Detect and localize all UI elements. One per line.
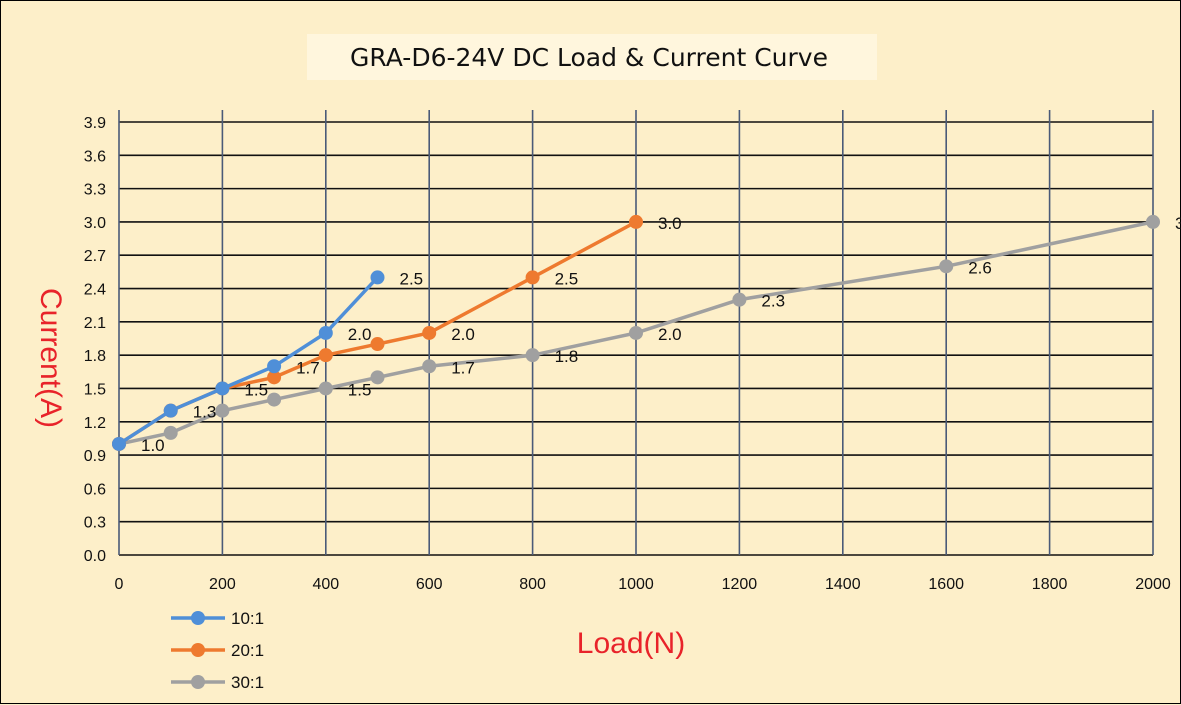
data-label: 1.7	[451, 358, 475, 377]
x-tick-label: 2000	[1135, 576, 1171, 593]
data-point	[267, 359, 282, 374]
data-label: 2.0	[348, 325, 372, 344]
data-label: 3.0	[658, 214, 682, 233]
y-tick-label: 0.0	[84, 548, 106, 565]
y-tick-labels: 0.0 0.3 0.6 0.9 1.2 1.5 1.8 2.1 2.4 2.7 3.0 3.3 3.6 3…	[84, 115, 106, 565]
data-point	[1146, 214, 1160, 229]
legend-marker	[191, 643, 205, 657]
data-point	[112, 436, 126, 451]
y-tick-label: 1.5	[84, 381, 106, 398]
data-point	[318, 325, 333, 340]
data-point	[629, 214, 643, 229]
x-tick-label: 1400	[825, 576, 861, 593]
legend-label: 20:1	[231, 641, 264, 660]
data-label: 2.6	[968, 258, 992, 277]
y-tick-label: 0.9	[84, 448, 106, 465]
data-label: 2.5	[555, 269, 579, 288]
x-tick-labels: 0 200 400 600 800 1000 1200 1400 1600 1800 2000	[115, 576, 1171, 593]
series-0	[112, 270, 385, 451]
data-label: 1.8	[555, 347, 579, 366]
data-label: 2.3	[761, 292, 785, 311]
y-tick-label: 0.3	[84, 515, 106, 532]
y-tick-label: 2.1	[84, 315, 106, 332]
legend-marker	[191, 675, 205, 689]
y-tick-label: 1.2	[84, 415, 106, 432]
series-line	[117, 275, 380, 446]
data-point	[267, 370, 282, 385]
x-tick-label: 1600	[928, 576, 964, 593]
y-axis-title: Current(A)	[34, 288, 67, 428]
legend-item-1: 20:1	[171, 641, 264, 660]
data-point	[422, 325, 437, 340]
y-tick-label: 3.6	[84, 148, 106, 165]
data-point	[318, 348, 333, 363]
y-tick-label: 3.3	[84, 182, 106, 199]
x-tick-label: 200	[209, 576, 236, 593]
data-point	[163, 403, 178, 418]
data-label: 2.0	[658, 325, 682, 344]
x-tick-label: 1200	[722, 576, 758, 593]
data-point	[163, 425, 178, 440]
data-point	[215, 403, 230, 418]
data-label: 1.7	[296, 358, 320, 377]
x-tick-label: 1800	[1032, 576, 1068, 593]
data-point	[525, 348, 540, 363]
data-point	[732, 292, 747, 307]
legend-label: 10:1	[231, 609, 264, 628]
x-tick-label: 800	[519, 576, 546, 593]
x-tick-label: 600	[416, 576, 443, 593]
data-labels: 1.0 1.3 1.5 1.5 1.7 1.8 2.0 2.3 2.6 3.0 1.7 2.0 2.0 2…	[141, 214, 1181, 455]
data-point	[318, 381, 333, 396]
data-label: 2.5	[400, 269, 424, 288]
data-label: 2.0	[451, 325, 475, 344]
data-label: 1.3	[193, 403, 217, 422]
y-tick-label: 2.7	[84, 248, 106, 265]
y-tick-label: 0.6	[84, 481, 106, 498]
chart-title: GRA-D6-24V DC Load & Current Curve	[350, 43, 828, 72]
data-label: 1.0	[141, 436, 165, 455]
data-label: 1.5	[244, 380, 268, 399]
x-tick-label: 0	[115, 576, 124, 593]
data-point	[525, 270, 540, 285]
data-point	[939, 259, 954, 274]
series-lines	[112, 214, 1160, 451]
y-tick-label: 2.4	[84, 282, 106, 299]
data-point	[215, 381, 230, 396]
data-point	[370, 270, 385, 285]
data-point	[422, 359, 437, 374]
y-tick-label: 3.0	[84, 215, 106, 232]
series-1	[112, 214, 643, 451]
x-tick-label: 400	[312, 576, 339, 593]
legend: 10:1 20:1 30:1	[171, 609, 264, 692]
legend-item-2: 30:1	[171, 673, 264, 692]
data-point	[267, 392, 282, 407]
legend-marker	[191, 611, 205, 625]
data-point	[370, 370, 385, 385]
y-tick-label: 1.8	[84, 348, 106, 365]
data-point	[629, 325, 643, 340]
x-tick-label: 1000	[618, 576, 654, 593]
data-point	[370, 337, 385, 352]
data-label: 3.0	[1175, 214, 1181, 233]
series-line	[117, 220, 1155, 446]
x-axis-title: Load(N)	[577, 627, 685, 660]
chart-title-box	[307, 34, 877, 80]
data-label: 1.5	[348, 380, 372, 399]
y-tick-label: 3.9	[84, 115, 106, 132]
legend-label: 30:1	[231, 673, 264, 692]
legend-item-0: 10:1	[171, 609, 264, 628]
